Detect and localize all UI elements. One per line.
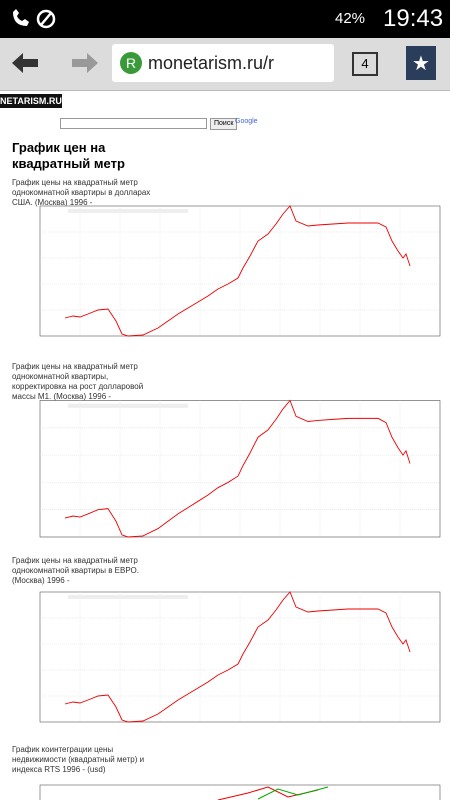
chart-image bbox=[39, 784, 441, 800]
chart-image bbox=[39, 399, 441, 538]
search-button[interactable]: Поиск bbox=[210, 118, 238, 130]
status-bar: 42% 19:43 bbox=[0, 0, 450, 38]
forward-button[interactable] bbox=[70, 50, 100, 76]
back-button[interactable] bbox=[10, 50, 40, 76]
page-heading: График цен на квадратный метр bbox=[12, 140, 125, 171]
battery: 42% bbox=[335, 10, 366, 27]
browser-toolbar: R monetarism.ru/r 4 ★ bbox=[0, 38, 450, 91]
address-bar[interactable]: R monetarism.ru/r bbox=[112, 44, 334, 82]
bookmark-button[interactable]: ★ bbox=[406, 46, 436, 80]
chart-image bbox=[39, 205, 441, 337]
site-icon: R bbox=[120, 52, 142, 74]
status-icons bbox=[13, 9, 56, 29]
caption: График цены на квадратный метр однокомна… bbox=[12, 556, 139, 585]
caption: График коинтеграции цены недвижимости (к… bbox=[12, 745, 145, 774]
search-provider: Google bbox=[235, 118, 258, 125]
chart-image bbox=[39, 591, 441, 723]
tabs-button[interactable]: 4 bbox=[352, 52, 378, 76]
clock: 19:43 bbox=[383, 5, 444, 32]
caption: График цены на квадратный метр однокомна… bbox=[12, 362, 144, 401]
caption: График цены на квадратный метр однокомна… bbox=[12, 178, 151, 207]
search-input[interactable] bbox=[60, 118, 207, 129]
site-logo[interactable]: NETARISM.RU bbox=[0, 94, 62, 108]
url: monetarism.ru/r bbox=[148, 53, 275, 73]
